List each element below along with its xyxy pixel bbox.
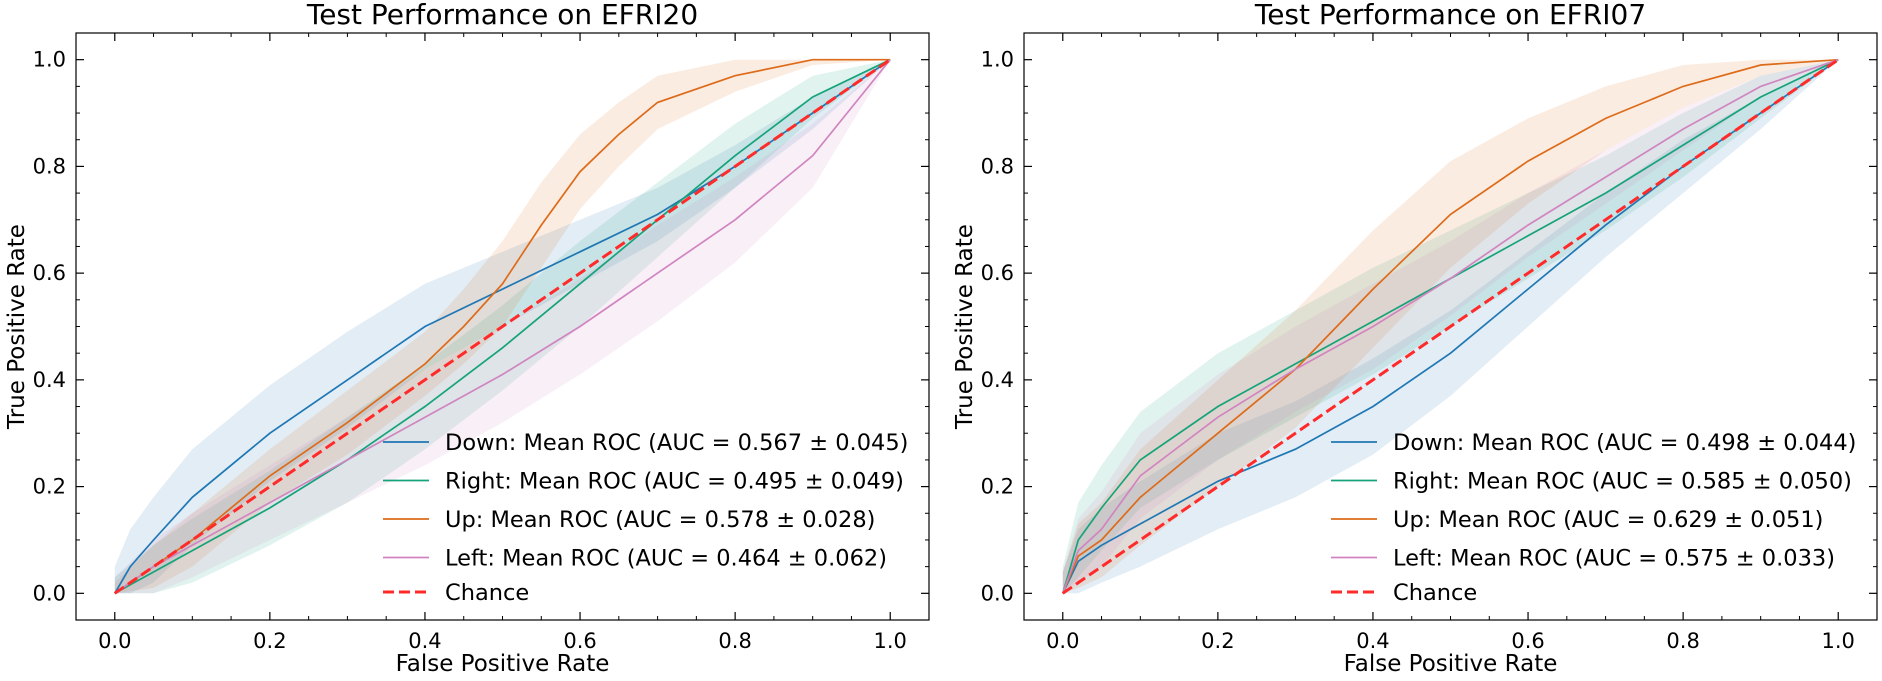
y-tick-label: 1.0 — [981, 48, 1014, 72]
legend-entry-2: Up: Mean ROC (AUC = 0.629 ± 0.051) — [1393, 507, 1823, 533]
series-line-1 — [114, 58, 891, 595]
legend-entry-3: Left: Mean ROC (AUC = 0.575 ± 0.033) — [1393, 546, 1835, 572]
legend: Down: Mean ROC (AUC = 0.498 ± 0.044) Righ… — [1331, 430, 1856, 606]
legend: Down: Mean ROC (AUC = 0.567 ± 0.045) Righ… — [383, 430, 908, 606]
x-tick-label: 0.0 — [1046, 629, 1079, 653]
x-tick-label: 1.0 — [1822, 629, 1855, 653]
y-tick-label: 0.8 — [33, 154, 66, 178]
x-tick-label: 0.0 — [98, 629, 131, 653]
y-axis-label: True Positive Rate — [952, 224, 978, 430]
y-tick-label: 1.0 — [33, 48, 66, 72]
y-tick-label: 0.2 — [33, 475, 66, 499]
legend-entry-0: Down: Mean ROC (AUC = 0.498 ± 0.044) — [1393, 430, 1856, 456]
chance-line — [1061, 58, 1840, 595]
x-tick-label: 0.6 — [1511, 629, 1544, 653]
x-tick-label: 0.4 — [408, 629, 441, 653]
series-line-1 — [1061, 58, 1839, 594]
chart-title: Test Performance on EFRI20 — [306, 0, 698, 31]
chance-line — [113, 58, 892, 595]
chart-efri07: Test Performance on EFRI07 False Positive… — [952, 0, 1878, 677]
plot-area — [113, 58, 892, 595]
y-tick-label: 0.4 — [981, 368, 1014, 392]
y-tick-label: 0.6 — [981, 261, 1014, 285]
x-axis-label: False Positive Rate — [396, 651, 610, 677]
legend-entry-1: Right: Mean ROC (AUC = 0.495 ± 0.049) — [445, 469, 904, 495]
y-tick-label: 0.2 — [981, 475, 1014, 499]
x-tick-label: 0.8 — [718, 629, 751, 653]
legend-entry-3: Left: Mean ROC (AUC = 0.464 ± 0.062) — [445, 546, 887, 572]
series-line-3 — [114, 59, 891, 594]
x-tick-label: 0.8 — [1666, 629, 1699, 653]
x-tick-label: 0.4 — [1356, 629, 1389, 653]
y-tick-label: 0.8 — [981, 154, 1014, 178]
legend-entry-4: Chance — [445, 580, 529, 606]
legend-entry-1: Right: Mean ROC (AUC = 0.585 ± 0.050) — [1393, 469, 1852, 495]
x-tick-label: 1.0 — [874, 629, 907, 653]
y-tick-label: 0.0 — [981, 581, 1014, 605]
x-tick-label: 0.2 — [1201, 629, 1234, 653]
y-tick-label: 0.6 — [33, 261, 66, 285]
y-tick-label: 0.0 — [33, 581, 66, 605]
legend-entry-4: Chance — [1393, 580, 1477, 606]
legend-entry-2: Up: Mean ROC (AUC = 0.578 ± 0.028) — [445, 507, 875, 533]
series-line-3 — [1062, 58, 1839, 594]
x-axis-label: False Positive Rate — [1344, 651, 1558, 677]
y-axis-label: True Positive Rate — [4, 224, 30, 430]
series-band-2 — [1062, 59, 1839, 594]
series-line-2 — [114, 58, 891, 594]
plot-area — [1061, 58, 1840, 595]
chart-efri20: Test Performance on EFRI20 False Positive… — [4, 0, 930, 677]
chart-title: Test Performance on EFRI07 — [1254, 0, 1646, 31]
series-line-2 — [1062, 58, 1839, 594]
x-tick-label: 0.2 — [253, 629, 286, 653]
x-tick-label: 0.6 — [563, 629, 596, 653]
legend-entry-0: Down: Mean ROC (AUC = 0.567 ± 0.045) — [445, 430, 908, 456]
y-tick-label: 0.4 — [33, 368, 66, 392]
